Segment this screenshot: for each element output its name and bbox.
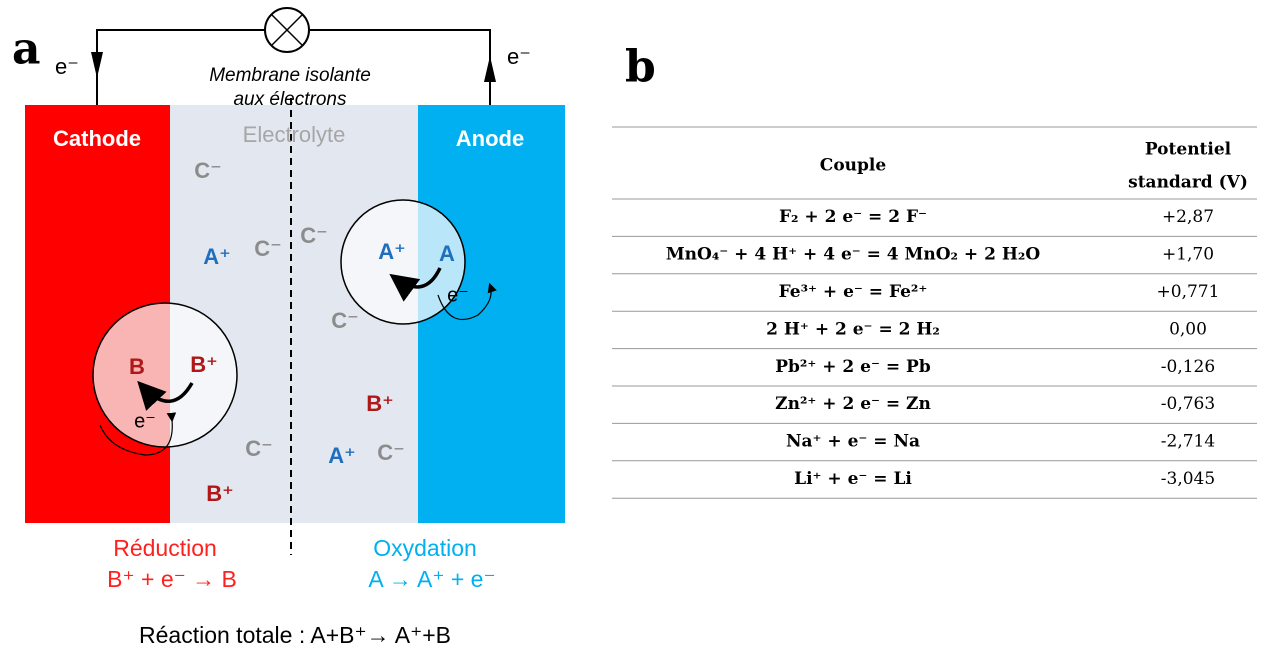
ion: C⁻	[194, 158, 222, 183]
table-header: Couple	[820, 156, 887, 176]
table-header: standard (V)	[1128, 173, 1248, 193]
electron-label: e⁻	[55, 54, 79, 79]
table-cell: -0,126	[1161, 357, 1215, 377]
atom: B	[129, 354, 145, 379]
reaction-arrow	[137, 380, 194, 411]
anode-label: Anode	[456, 126, 524, 151]
ion: B⁺	[190, 352, 218, 377]
table-cell: -0,763	[1161, 394, 1215, 414]
table-cell: Zn²⁺ + 2 e⁻ = Zn	[775, 394, 931, 414]
reduction-equation: B⁺ + e⁻ → B	[107, 566, 237, 592]
electron: e⁻	[134, 410, 156, 432]
ion: C⁻	[300, 223, 328, 248]
particle-outline	[340, 199, 466, 325]
cathode-label: Cathode	[53, 126, 141, 151]
table-cell: Li⁺ + e⁻ = Li	[794, 469, 912, 489]
table-cell: Fe³⁺ + e⁻ = Fe²⁺	[779, 282, 928, 302]
table-cell: +2,87	[1162, 207, 1214, 227]
membrane-label: aux électrons	[233, 89, 347, 110]
electron-label: e⁻	[507, 44, 531, 69]
table-cell: MnO₄⁻ + 4 H⁺ + 4 e⁻ = 4 MnO₂ + 2 H₂O	[666, 245, 1040, 265]
oxydation-equation: A → A⁺ + e⁻	[368, 566, 495, 592]
table-cell: Pb²⁺ + 2 e⁻ = Pb	[775, 357, 931, 377]
ion: A⁺	[378, 239, 406, 264]
reduction-title: Réduction	[113, 535, 217, 561]
membrane-label: Membrane isolante	[209, 65, 371, 86]
table-cell: F₂ + 2 e⁻ = 2 F⁻	[779, 207, 927, 227]
ion: C⁻	[377, 440, 405, 465]
ion: C⁻	[254, 236, 282, 261]
ion: A⁺	[328, 443, 356, 468]
electron: e⁻	[447, 284, 469, 306]
oxydation-title: Oxydation	[373, 535, 477, 561]
lamp-cross	[270, 13, 304, 47]
table-cell: 0,00	[1169, 319, 1207, 339]
table-cell: +0,771	[1157, 282, 1220, 302]
electrolyte-label: Electrolyte	[243, 122, 346, 147]
table-body: F₂ + 2 e⁻ = 2 F⁻ +2,87 MnO₄⁻ + 4 H⁺ + 4 e⁻…	[612, 198, 1257, 499]
table-cell: -3,045	[1161, 469, 1215, 489]
ion: C⁻	[331, 308, 359, 333]
ion: B⁺	[206, 481, 234, 506]
panel-label: b	[625, 42, 656, 93]
ion: A⁺	[203, 244, 231, 269]
table-cell: -2,714	[1161, 432, 1215, 452]
table-cell: 2 H⁺ + 2 e⁻ = 2 H₂	[766, 319, 940, 339]
electron-arrow	[437, 282, 497, 320]
anode-zone	[418, 105, 565, 523]
electron-arrow	[99, 412, 177, 456]
atom: A	[439, 241, 455, 266]
panel-label: a	[12, 24, 41, 75]
reaction-arrow	[389, 267, 442, 302]
total-reaction: Réaction totale : A+B⁺→ A⁺+B	[139, 622, 451, 648]
ion: B⁺	[366, 391, 394, 416]
table-cell: Na⁺ + e⁻ = Na	[786, 432, 920, 452]
table-header: Potentiel	[1145, 140, 1232, 160]
table-cell: +1,70	[1162, 245, 1214, 265]
ion: C⁻	[245, 436, 273, 461]
particle-outline	[92, 302, 238, 448]
